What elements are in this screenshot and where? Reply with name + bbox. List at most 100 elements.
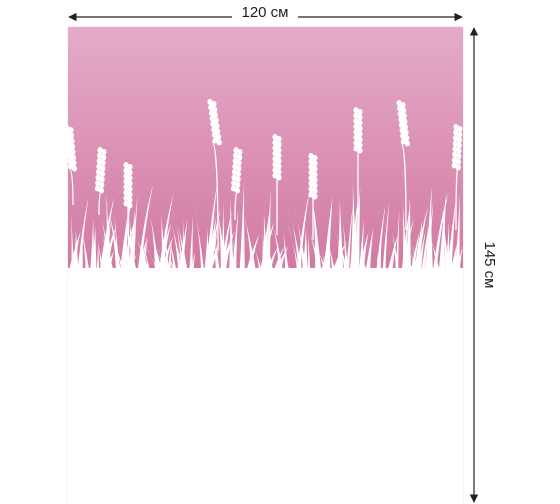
- bud: [452, 146, 458, 152]
- bud: [399, 127, 405, 134]
- bud: [235, 171, 242, 177]
- bud: [68, 132, 75, 139]
- blade: [413, 206, 429, 282]
- bud: [67, 158, 73, 164]
- bud: [232, 163, 238, 170]
- bud: [70, 149, 76, 155]
- bud: [127, 169, 133, 176]
- bud: [353, 123, 359, 130]
- blade: [131, 194, 138, 277]
- bud: [308, 158, 314, 165]
- blade: [318, 253, 326, 285]
- bud: [233, 147, 239, 153]
- bud: [210, 121, 216, 127]
- bud: [276, 152, 282, 159]
- blade: [193, 202, 205, 277]
- bud: [127, 180, 133, 187]
- blade: [96, 241, 100, 278]
- grass: [64, 99, 464, 504]
- bud: [312, 160, 318, 167]
- bud: [101, 154, 107, 161]
- bud: [404, 140, 410, 147]
- bud: [64, 130, 71, 137]
- blade: [352, 187, 361, 278]
- blade: [324, 250, 331, 276]
- blade: [136, 236, 148, 282]
- blade: [381, 201, 390, 283]
- bud: [276, 169, 282, 175]
- bud: [96, 158, 102, 164]
- bud: [127, 202, 133, 209]
- bud: [231, 174, 237, 181]
- bud: [456, 137, 463, 143]
- bud: [212, 106, 218, 113]
- bud: [398, 122, 405, 128]
- blade: [287, 222, 301, 282]
- blade: [188, 251, 196, 282]
- bud: [127, 186, 133, 192]
- blade: [408, 231, 420, 284]
- blade: [394, 209, 400, 283]
- bud: [69, 138, 75, 144]
- blade: [210, 214, 221, 276]
- bud: [357, 120, 363, 126]
- bud: [276, 136, 282, 142]
- blade: [420, 219, 431, 281]
- bud: [123, 162, 129, 168]
- bud: [66, 147, 72, 153]
- bud: [233, 152, 239, 159]
- bud: [123, 184, 129, 190]
- blade: [67, 231, 81, 279]
- bud: [456, 153, 462, 160]
- bud: [99, 182, 105, 188]
- bud: [276, 147, 282, 153]
- blade: [400, 202, 411, 284]
- bud: [357, 142, 363, 148]
- bud: [97, 152, 103, 159]
- bud: [312, 182, 318, 189]
- blade: [270, 218, 284, 276]
- blade: [336, 199, 344, 277]
- bud: [95, 169, 102, 175]
- blade: [385, 234, 398, 281]
- blade: [105, 193, 112, 283]
- bud: [357, 131, 363, 137]
- bud: [208, 110, 215, 116]
- blade: [110, 233, 127, 283]
- bud: [312, 155, 318, 161]
- bud: [357, 147, 363, 154]
- bud: [357, 125, 363, 132]
- bud: [456, 148, 462, 154]
- bud: [211, 132, 218, 138]
- bud: [397, 105, 403, 112]
- ground: [68, 268, 463, 504]
- bud: [308, 186, 314, 192]
- bud: [211, 101, 217, 107]
- bud: [353, 140, 359, 146]
- bud: [276, 158, 282, 164]
- bud: [452, 140, 458, 147]
- bud: [215, 134, 222, 140]
- bud: [231, 180, 237, 186]
- bud: [99, 171, 106, 177]
- bud: [123, 167, 129, 174]
- bud: [308, 164, 314, 170]
- bud: [398, 116, 404, 123]
- blade: [188, 215, 193, 278]
- blade: [228, 195, 234, 279]
- blade: [307, 233, 311, 277]
- bud: [123, 200, 129, 207]
- bud: [209, 115, 215, 122]
- bud: [211, 126, 217, 133]
- blade: [452, 248, 464, 278]
- bud: [69, 143, 76, 150]
- blade: [364, 227, 374, 278]
- bud: [231, 169, 238, 175]
- bud: [236, 160, 242, 166]
- blade: [294, 207, 307, 276]
- bud: [70, 154, 77, 161]
- bud: [453, 124, 459, 130]
- bud: [68, 127, 74, 133]
- bud: [276, 141, 282, 148]
- bud: [353, 129, 359, 135]
